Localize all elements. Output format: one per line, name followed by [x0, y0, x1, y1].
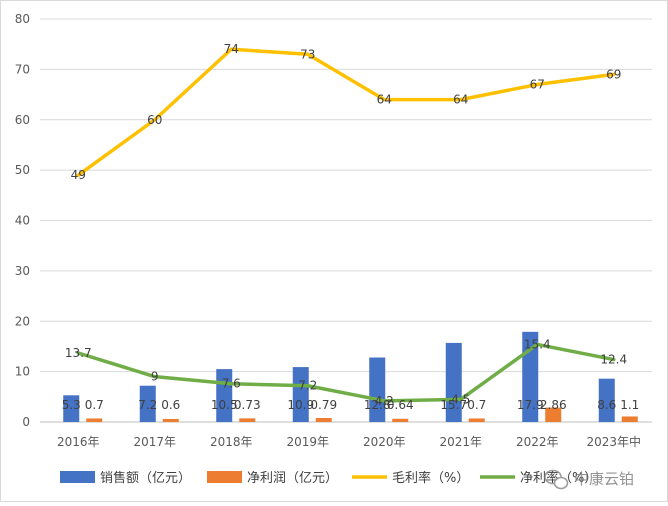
- bar: [545, 407, 562, 422]
- bar-data-label: 10.9: [287, 398, 314, 412]
- line-data-label: 60: [147, 113, 162, 127]
- x-tick-label: 2020年: [363, 435, 406, 449]
- bar: [621, 416, 638, 422]
- x-tick-label: 2023年中: [586, 434, 641, 449]
- line-data-label: 64: [453, 93, 468, 107]
- line-data-label: 64: [377, 93, 392, 107]
- bar: [63, 395, 80, 422]
- y-tick-label: 20: [15, 314, 30, 328]
- y-axis: 0 10 20 30 40 50 60 70 80: [15, 12, 30, 429]
- bar-data-label: 1.1: [620, 398, 639, 412]
- line-data-label: 9: [151, 370, 159, 384]
- bar: [369, 357, 386, 422]
- bar: [162, 418, 179, 422]
- legend-swatch: [207, 471, 242, 483]
- line-data-label: 4.2: [375, 394, 394, 408]
- bar-series: [63, 331, 638, 422]
- bar: [445, 342, 462, 422]
- y-tick-label: 80: [15, 12, 30, 26]
- y-tick-label: 40: [15, 214, 30, 228]
- wechat-icon: [544, 469, 569, 490]
- x-tick-label: 2017年: [133, 435, 176, 449]
- watermark: 中康云铂: [544, 469, 634, 490]
- legend-label: 毛利率（%）: [392, 470, 469, 486]
- line-data-label: 74: [224, 42, 239, 56]
- line-data-label: 12.4: [600, 353, 627, 367]
- line-series: [76, 47, 616, 403]
- line-data-label: 67: [530, 77, 545, 91]
- y-tick-label: 30: [15, 264, 30, 278]
- x-tick-label: 2021年: [439, 435, 482, 449]
- bar-data-label: 0.7: [85, 398, 104, 412]
- bar-data-label: 0.79: [310, 398, 337, 412]
- bar-data-label: 8.6: [597, 398, 616, 412]
- bar: [315, 418, 332, 422]
- bar-data-label: 12.8: [364, 398, 391, 412]
- x-axis: 2016年 2017年 2018年 2019年 2020年 2021年 2022年 2023年…: [57, 434, 641, 449]
- watermark-text: 中康云铂: [574, 470, 634, 488]
- bar-data-label: 17.9: [517, 398, 544, 412]
- line-data-label: 69: [606, 67, 621, 81]
- bar-data-label: 2.86: [540, 398, 567, 412]
- series-line: [76, 47, 616, 177]
- bar-data-label: 10.5: [211, 398, 238, 412]
- line-data-label: 15.4: [524, 337, 551, 351]
- bar-data-label: 0.7: [467, 398, 486, 412]
- data-labels: 5.3 7.2 10.5 10.9 12.8 15.7 17.9 8.6 0.7 0.6 0.73 0…: [62, 42, 640, 412]
- y-tick-label: 60: [15, 113, 30, 127]
- bar-data-label: 0.64: [387, 398, 414, 412]
- x-tick-label: 2016年: [57, 435, 100, 449]
- bar-data-label: 0.73: [234, 398, 261, 412]
- x-tick-label: 2018年: [210, 435, 253, 449]
- bar: [468, 418, 485, 422]
- y-tick-label: 50: [15, 163, 30, 177]
- legend-label: 净利润（亿元）: [247, 471, 338, 486]
- bar: [598, 378, 615, 422]
- line-data-label: 7.6: [222, 377, 241, 391]
- bar-data-label: 5.3: [62, 398, 81, 412]
- x-tick-label: 2022年: [516, 435, 559, 449]
- series-line: [76, 342, 616, 403]
- line-data-label: 73: [300, 47, 315, 61]
- y-tick-label: 10: [15, 365, 30, 379]
- y-tick-label: 0: [22, 415, 30, 429]
- bar-data-label: 15.7: [440, 398, 467, 412]
- legend-label: 销售额（亿元）: [100, 470, 191, 486]
- y-tick-label: 70: [15, 62, 30, 76]
- bar: [86, 418, 103, 422]
- bar-data-label: 0.6: [161, 398, 180, 412]
- bar: [292, 367, 309, 422]
- bar-data-label: 7.2: [138, 398, 157, 412]
- line-data-label: 13.7: [65, 346, 92, 360]
- bar: [139, 385, 156, 422]
- legend-swatch: [60, 471, 95, 483]
- bar: [239, 418, 256, 422]
- x-tick-label: 2019年: [286, 435, 329, 449]
- line-data-label: 7.2: [298, 379, 317, 393]
- bar: [392, 418, 409, 422]
- line-data-label: 49: [71, 168, 86, 182]
- line-data-label: 4.5: [451, 392, 470, 406]
